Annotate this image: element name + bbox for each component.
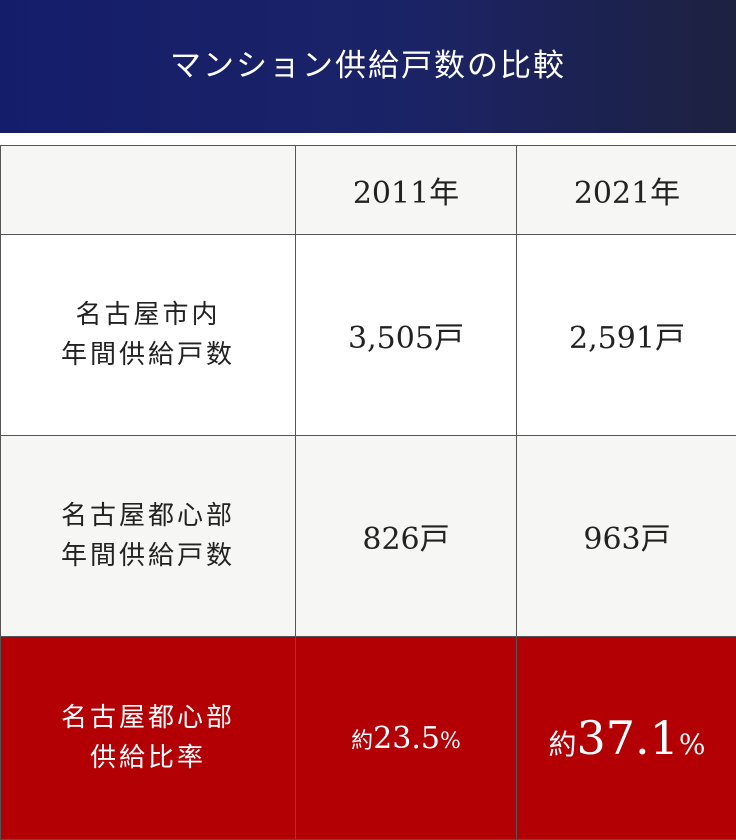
row-label-line: 年間供給戸数 <box>1 335 295 375</box>
table-header-row: 2011年 2021年 <box>1 146 736 235</box>
cell-ratio-2021: 約37.1% <box>517 637 736 840</box>
cell-prefix: 約 <box>548 728 576 761</box>
row-label-line: 名古屋都心部 <box>1 496 295 536</box>
cell-center-2021: 963戸 <box>517 436 736 637</box>
header-banner: マンション供給戸数の比較 <box>0 0 736 133</box>
column-header-2021: 2021年 <box>517 146 736 235</box>
row-label-line: 名古屋都心部 <box>1 698 295 738</box>
row-label-center-supply: 名古屋都心部 年間供給戸数 <box>1 436 296 637</box>
cell-value: 3,505 <box>348 321 434 356</box>
cell-value: 23.5 <box>373 721 440 756</box>
row-label-line: 年間供給戸数 <box>1 536 295 576</box>
row-label-center-ratio: 名古屋都心部 供給比率 <box>1 637 296 840</box>
cell-value: 2,591 <box>569 321 655 356</box>
cell-value: 963 <box>583 522 640 557</box>
cell-unit: 戸 <box>434 321 464 356</box>
cell-value: 826 <box>362 522 419 557</box>
cell-value: 37.1 <box>576 711 678 765</box>
page-title: マンション供給戸数の比較 <box>170 40 566 85</box>
cell-ratio-2011: 約23.5% <box>296 637 517 840</box>
table-row-center-ratio: 名古屋都心部 供給比率 約23.5% 約37.1% <box>1 637 736 840</box>
column-header-2011: 2011年 <box>296 146 517 235</box>
row-label-line: 名古屋市内 <box>1 295 295 335</box>
cell-prefix: 約 <box>351 729 373 754</box>
cell-city-2011: 3,505戸 <box>296 235 517 436</box>
header-cell-empty <box>1 146 296 235</box>
row-label-city-supply: 名古屋市内 年間供給戸数 <box>1 235 296 436</box>
cell-unit: 戸 <box>420 522 450 557</box>
row-label-line: 供給比率 <box>1 738 295 778</box>
table-row-city-supply: 名古屋市内 年間供給戸数 3,505戸 2,591戸 <box>1 235 736 436</box>
cell-unit: 戸 <box>655 321 685 356</box>
comparison-table: 2011年 2021年 名古屋市内 年間供給戸数 3,505戸 2,591戸 名… <box>0 145 736 840</box>
cell-unit: % <box>679 728 706 761</box>
table-row-center-supply: 名古屋都心部 年間供給戸数 826戸 963戸 <box>1 436 736 637</box>
cell-unit: % <box>440 729 461 754</box>
cell-center-2011: 826戸 <box>296 436 517 637</box>
cell-unit: 戸 <box>641 522 671 557</box>
cell-city-2021: 2,591戸 <box>517 235 736 436</box>
